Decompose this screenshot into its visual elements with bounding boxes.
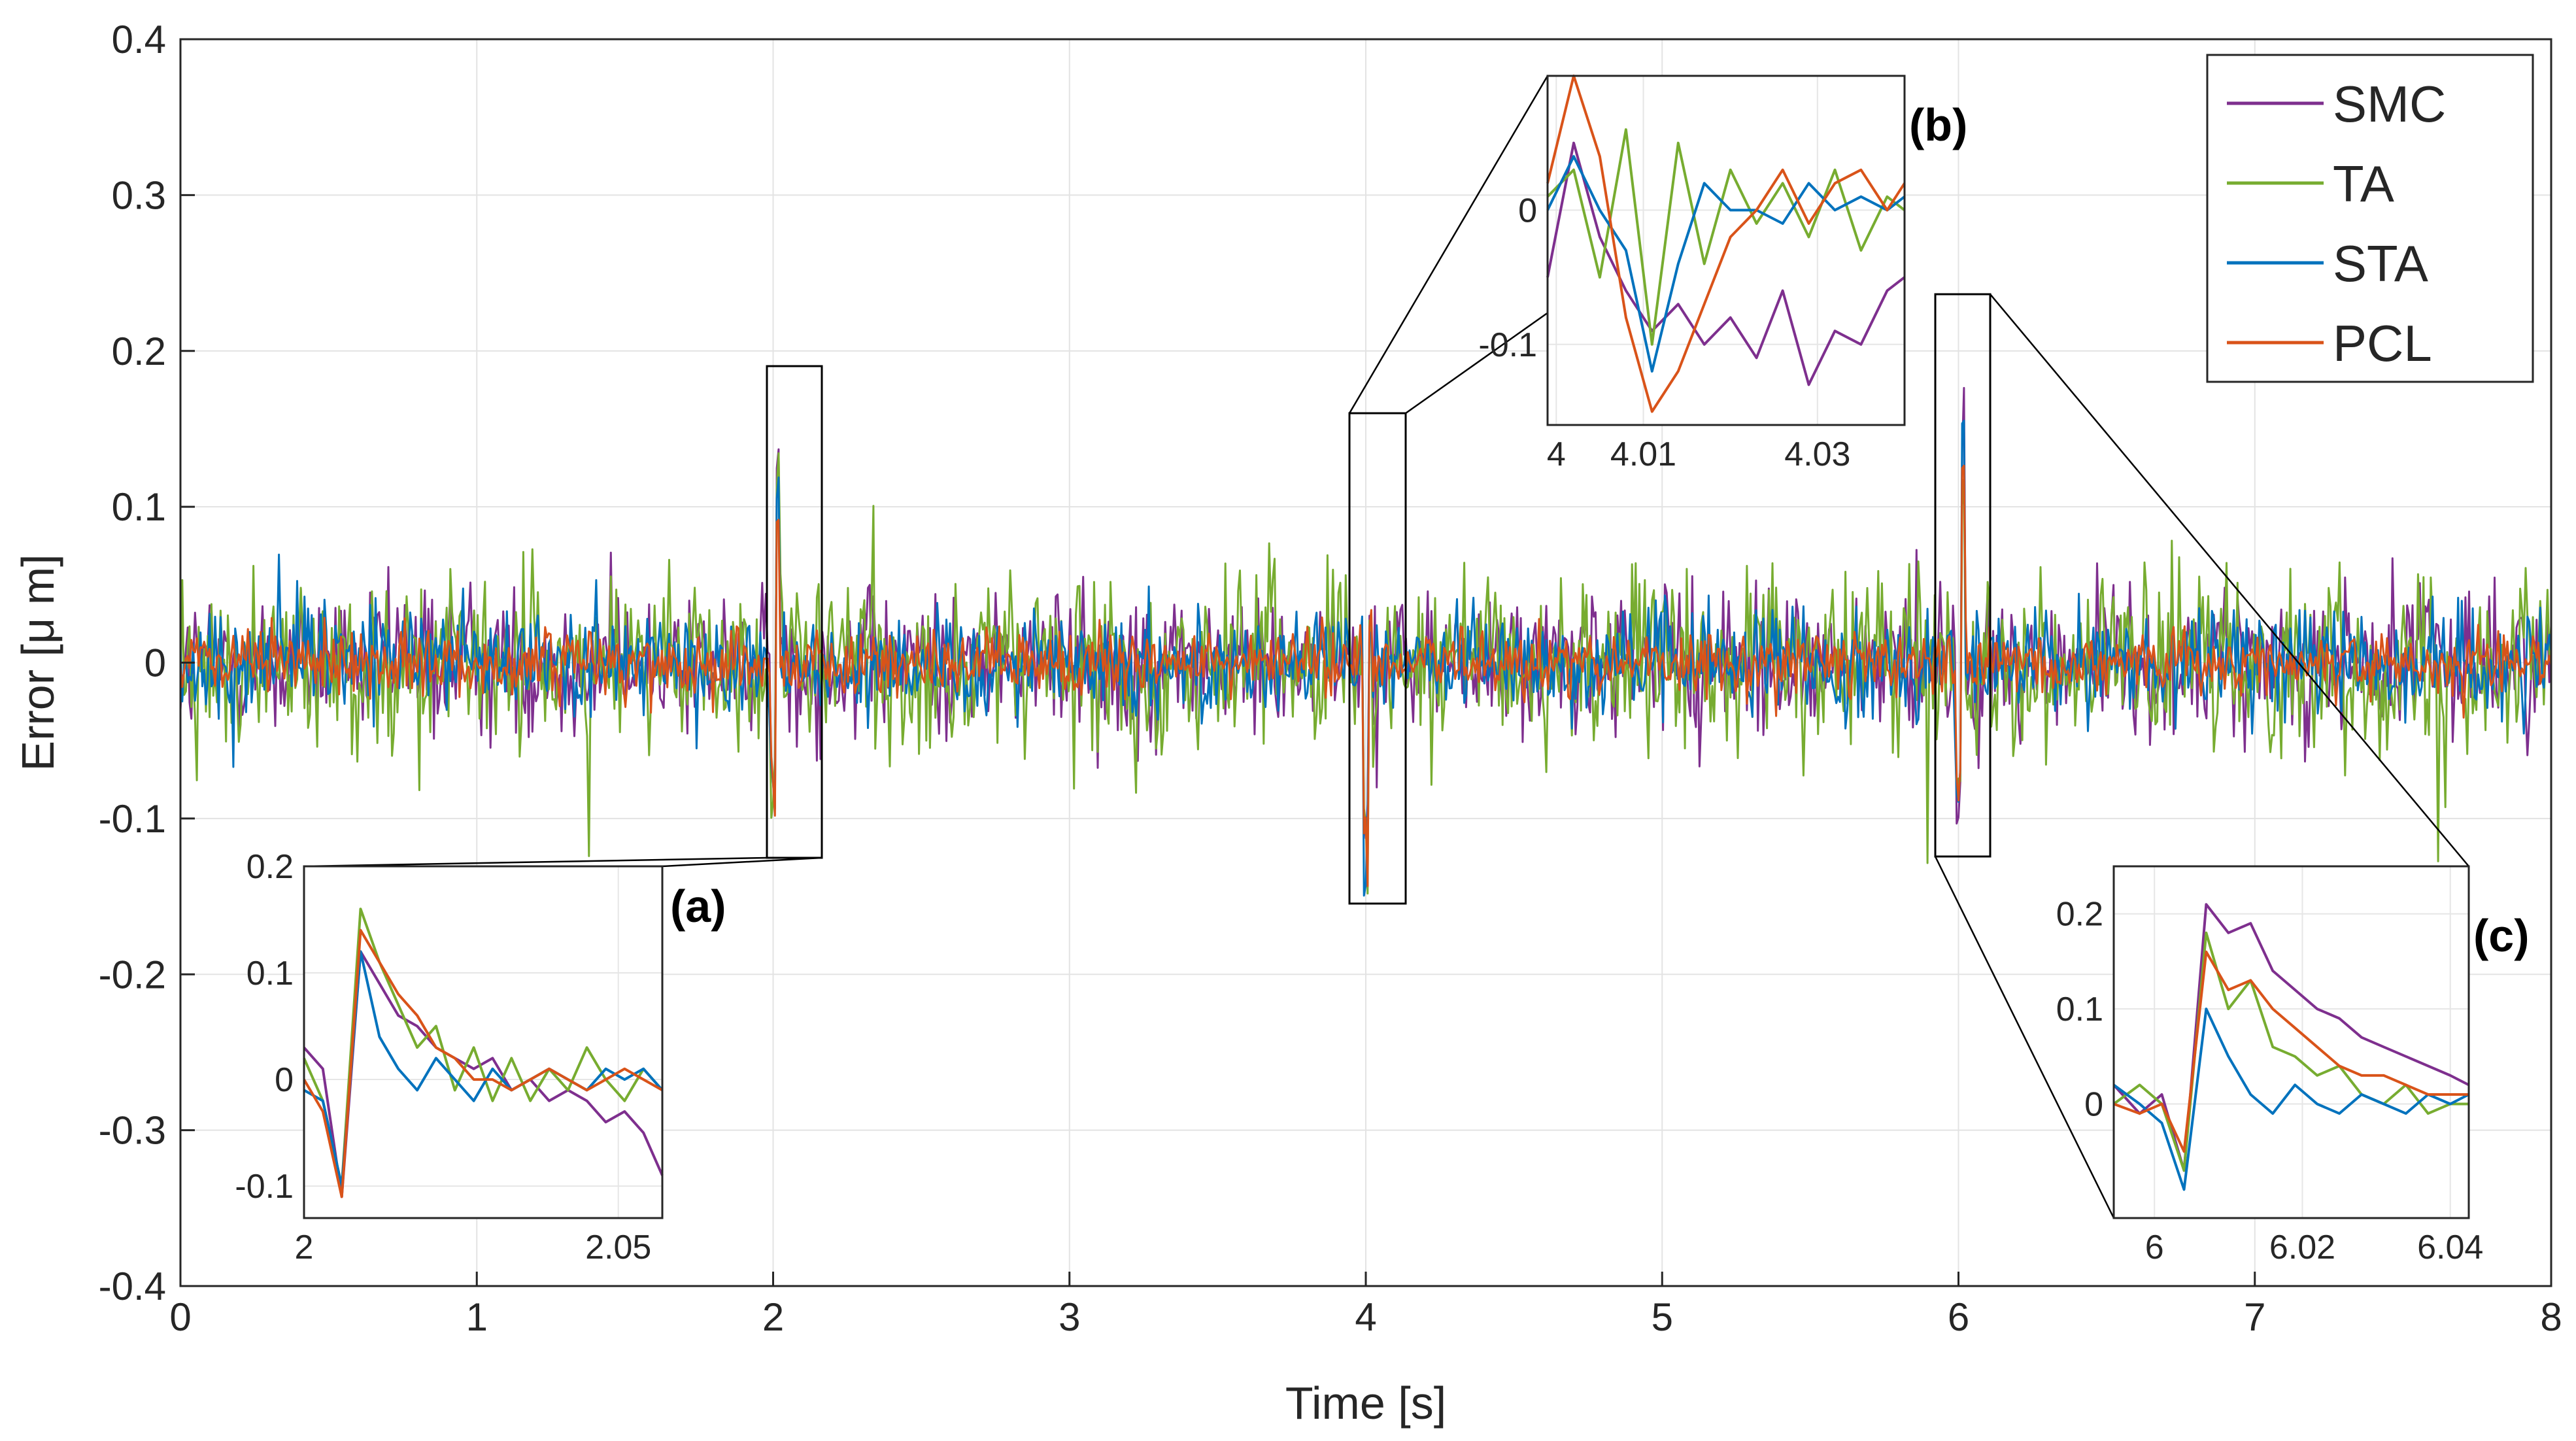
legend: SMC TA STA PCL [2206, 54, 2534, 383]
inset-panel-label: (c) [2473, 910, 2530, 961]
y-tick-label: 0.4 [112, 18, 166, 61]
inset-series-smc [1546, 141, 1906, 386]
insets-group: 2 2.05 0.2 0.1 0 -0.1 (a) 4 4.01 4.03 0 -0.1 (b) 6 6.0… [235, 75, 2530, 1266]
x-tick-label: 1 [466, 1295, 488, 1339]
x-tick-label: 7 [2244, 1295, 2265, 1339]
x-tick-label: 4 [1355, 1295, 1376, 1339]
inset-1: 4 4.01 4.03 0 -0.1 (b) [1478, 75, 1967, 473]
series-line-sta [179, 419, 2552, 897]
inset-y-tick-label: 0.1 [246, 955, 294, 992]
inset-series-pcl [303, 928, 663, 1198]
x-tick-label: 8 [2540, 1295, 2562, 1339]
zoom-connector [1348, 75, 1549, 414]
y-tick-label: 0.1 [112, 485, 166, 529]
inset-panel-label: (b) [1909, 99, 1967, 150]
inset-y-tick-label: 0.1 [2056, 991, 2103, 1028]
x-tick-label: 5 [1652, 1295, 1673, 1339]
x-tick-label: 0 [169, 1295, 191, 1339]
series-line-pcl [179, 464, 2552, 887]
zoom-box-0 [766, 365, 823, 859]
y-tick-label: -0.4 [99, 1264, 166, 1308]
inset-x-tick-label: 4 [1547, 435, 1566, 473]
inset-panel-label: (a) [670, 881, 726, 932]
y-axis-label: Error [μ m] [12, 554, 63, 771]
legend-label-ta: TA [2333, 155, 2394, 212]
y-tick-label: 0.2 [112, 330, 166, 373]
y-tick-label: -0.2 [99, 953, 166, 996]
inset-frame [303, 865, 664, 1219]
inset-series-sta [303, 950, 664, 1188]
legend-label-pcl: PCL [2333, 314, 2432, 372]
inset-series-pcl [1546, 75, 1906, 413]
inset-series-smc [303, 950, 664, 1198]
inset-frame [2112, 865, 2470, 1219]
inset-x-tick-label: 2.05 [585, 1229, 651, 1266]
legend-box [2206, 54, 2534, 383]
inset-x-tick-label: 6 [2145, 1229, 2164, 1266]
inset-x-tick-label: 6.02 [2269, 1229, 2335, 1266]
inset-y-tick-label: 0.2 [2056, 896, 2103, 934]
y-tick-label: -0.1 [99, 797, 166, 841]
legend-label-smc: SMC [2333, 75, 2446, 133]
inset-y-tick-label: -0.1 [1478, 326, 1537, 364]
zoom-box-1 [1348, 412, 1407, 905]
zoom-connector [1934, 856, 2115, 1219]
inset-x-tick-label: 2 [295, 1229, 314, 1266]
inset-border [303, 865, 664, 1219]
inset-border [1546, 75, 1906, 426]
inset-y-tick-label: -0.1 [235, 1168, 294, 1206]
x-axis-label: Time [s] [1285, 1378, 1446, 1429]
axis-ticks: 0 1 2 3 4 5 6 7 8 -0.4 -0.3 -0.2 -0.1 0 0.1 0.2 0.3 0.4 [99, 18, 2562, 1339]
zoom-connector [303, 856, 768, 868]
y-tick-label: 0.3 [112, 173, 166, 217]
inset-series-sta [1546, 155, 1906, 373]
y-tick-label: 0 [144, 641, 166, 685]
zoom-connector [662, 856, 822, 868]
inset-series-ta [1546, 128, 1906, 346]
inset-y-tick-label: 0 [275, 1061, 294, 1099]
legend-label-sta: STA [2333, 235, 2428, 292]
zoom-connector [1990, 294, 2469, 867]
inset-y-tick-label: 0 [1518, 192, 1537, 229]
inset-series-ta [2112, 931, 2469, 1172]
y-tick-label: -0.3 [99, 1109, 166, 1153]
inset-x-tick-label: 6.04 [2417, 1229, 2483, 1266]
inset-border [2112, 865, 2470, 1219]
x-tick-label: 3 [1059, 1295, 1080, 1339]
inset-series-pcl [2113, 950, 2469, 1153]
x-tick-label: 6 [1948, 1295, 1969, 1339]
inset-x-tick-label: 4.03 [1784, 435, 1850, 473]
inset-series-sta [2112, 1008, 2469, 1191]
inset-0: 2 2.05 0.2 0.1 0 -0.1 (a) [235, 848, 726, 1266]
inset-y-tick-label: 0.2 [246, 848, 294, 886]
inset-2: 6 6.02 6.04 0.2 0.1 0 (c) [2056, 865, 2530, 1266]
zoom-box-2 [1934, 293, 1991, 858]
x-tick-label: 2 [762, 1295, 784, 1339]
inset-y-tick-label: 0 [2084, 1086, 2103, 1124]
series-group [179, 386, 2552, 897]
inset-x-tick-label: 4.01 [1610, 435, 1676, 473]
